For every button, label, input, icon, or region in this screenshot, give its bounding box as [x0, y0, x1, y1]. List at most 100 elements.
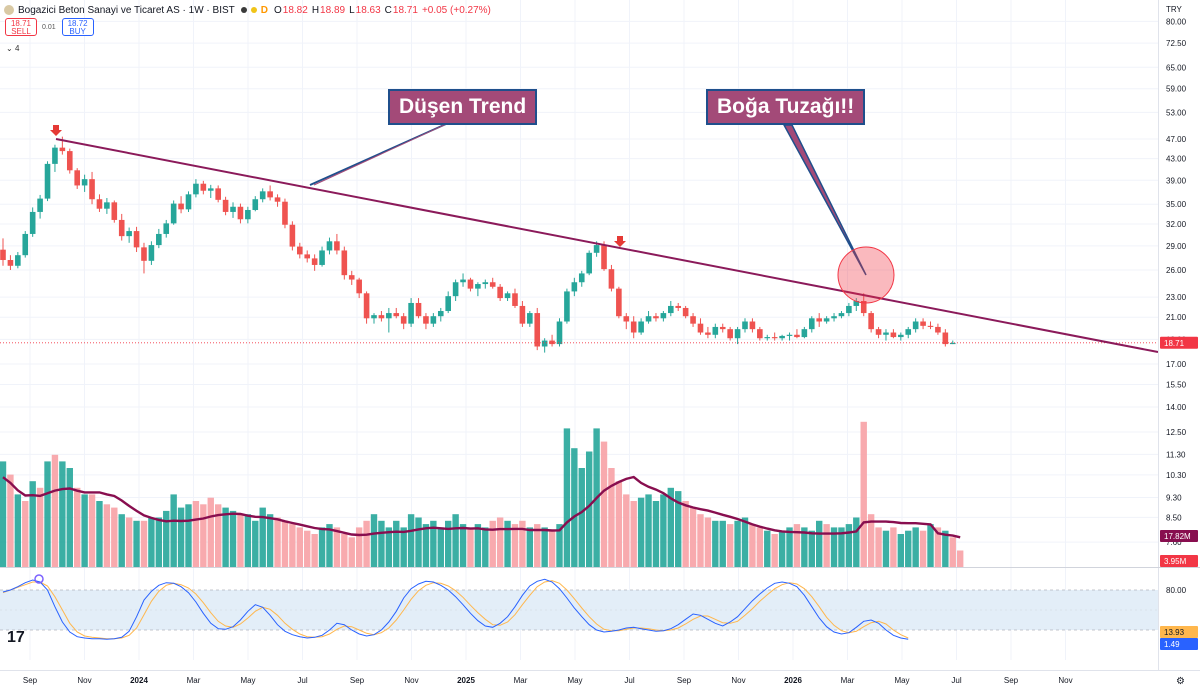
volume-bar [281, 520, 289, 567]
candle-body [467, 279, 474, 289]
price-tick-label: 26.00 [1166, 266, 1187, 275]
volume-bar [170, 494, 177, 567]
volume-bar [237, 514, 244, 567]
delay-status-icon [250, 7, 257, 13]
volume-ma [2, 475, 961, 539]
candle-body [942, 332, 949, 345]
volume-bar [919, 530, 927, 567]
candle-body [237, 206, 244, 220]
price-tick-label: 43.00 [1166, 155, 1187, 164]
candle-body [853, 301, 860, 306]
candle-body [37, 198, 43, 212]
candle-body [170, 203, 177, 224]
buy-button[interactable]: 18.72 BUY [61, 18, 94, 36]
volume-bar [474, 524, 482, 567]
volume-bar [548, 530, 556, 567]
last-price-badge-bg [1160, 336, 1198, 349]
candle-body [742, 321, 748, 330]
price-tick-label: 21.00 [1166, 313, 1187, 322]
volume-ma-line [2, 475, 961, 539]
candle-body [905, 329, 912, 335]
settings-gear-icon: ⚙ [1176, 676, 1185, 687]
price-tick-label: 14.00 [1166, 403, 1187, 412]
price-tick-label: 7.60 [1166, 538, 1182, 547]
volume-bar [445, 520, 452, 567]
volume-bar [786, 527, 793, 567]
time-tick-label: Mar [841, 676, 855, 685]
volume-bar [341, 534, 348, 567]
volume-bar [252, 520, 259, 567]
candle-body [838, 313, 845, 317]
candle-body [653, 316, 659, 319]
peak-arrow-icon [614, 236, 626, 247]
volume-bar [860, 421, 867, 567]
candle-body [400, 316, 407, 324]
volume-bar [927, 524, 934, 567]
candle-body [215, 188, 221, 200]
price-tick-label: 80.00 [1166, 17, 1187, 26]
volume-bar [244, 514, 252, 567]
volume-bar [407, 514, 415, 567]
candle-body [52, 147, 58, 164]
price-tick-label: 72.50 [1166, 39, 1187, 48]
volume-bar [556, 524, 563, 567]
volume-bar [585, 451, 593, 567]
candle-body [207, 188, 214, 191]
volume-bar [615, 481, 623, 567]
candle-body [304, 254, 311, 259]
volume-bar [326, 524, 333, 567]
price-tick-label: 65.00 [1166, 63, 1187, 72]
candle-body [801, 329, 808, 338]
change-value: +0.05 (+0.27%) [421, 4, 491, 16]
sell-button[interactable]: 18.71 SELL [5, 18, 37, 36]
candle-body [660, 313, 667, 319]
candle-body [734, 329, 741, 339]
price-tick-label: 15.50 [1166, 380, 1187, 389]
volume-bar [385, 527, 393, 567]
candle-body [66, 151, 73, 171]
volume-bar [214, 504, 222, 567]
candle-body [534, 313, 541, 347]
candle-body [608, 269, 615, 289]
candle-body [363, 293, 370, 319]
time-tick-label: 2026 [784, 676, 802, 685]
indicators-toggle[interactable]: ⌄ 4 [6, 44, 19, 53]
symbol-title[interactable]: Bogazici Beton Sanayi ve Ticaret AS · 1W… [18, 4, 235, 16]
volume-bar [66, 468, 73, 567]
volume-bar [437, 527, 444, 567]
volume-bar [801, 527, 808, 567]
price-tick-label: 8.50 [1166, 513, 1182, 522]
volume-bar [541, 527, 548, 567]
price-tick-label: 9.30 [1166, 493, 1182, 502]
tradingview-logo-icon[interactable]: 17 [7, 629, 25, 646]
volume-bar [266, 514, 274, 567]
volume-bar [778, 530, 786, 567]
stoch-pane [0, 589, 1158, 631]
volume-ma-badge: 17.82M [1164, 532, 1191, 541]
volume-bar [867, 514, 875, 567]
stoch-level-label: 80.00 [1166, 586, 1187, 595]
volume-bar [897, 534, 905, 567]
candle-body [935, 326, 941, 333]
volume-bar [934, 527, 942, 567]
candle-body [319, 250, 325, 265]
volume-bar [103, 504, 111, 567]
volume-bar [482, 527, 489, 567]
volume-bar [355, 527, 363, 567]
stoch-band [0, 590, 1158, 630]
volume-bar [793, 524, 801, 567]
candle-body [118, 219, 125, 237]
candle-body [890, 332, 897, 338]
volume-bar [875, 527, 882, 567]
candle-body [519, 305, 526, 324]
volume-bar [756, 527, 764, 567]
volume-bar [741, 517, 749, 567]
currency-label[interactable]: TRY [1166, 5, 1182, 14]
candle-body [675, 305, 682, 308]
volume-bar [578, 468, 585, 567]
volume-bar [563, 428, 571, 567]
volume-bar [949, 537, 956, 567]
volume-bar [845, 524, 853, 567]
price-tick-label: 59.00 [1166, 85, 1187, 94]
